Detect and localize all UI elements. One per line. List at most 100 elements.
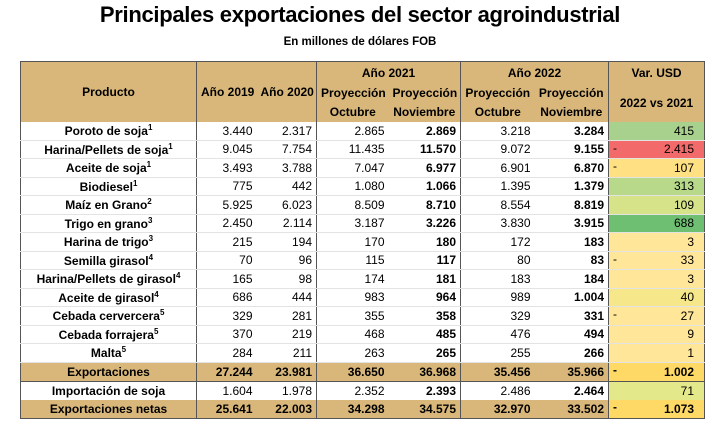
product-label: Trigo en grano xyxy=(64,216,148,231)
header-2021-nov-line2: Noviembre xyxy=(388,102,462,122)
header-2022-nov-line1: Proyección xyxy=(534,83,610,102)
table-row: Maíz en Grano2 5.925 6.023 8.509 8.710 8.554 8… xyxy=(20,195,705,215)
value-2022-oct: 172 xyxy=(460,232,535,252)
var-value: 313 xyxy=(674,179,695,194)
value-2021-nov: 8.710 xyxy=(388,195,462,215)
value-2021-nov: 117 xyxy=(388,251,462,270)
table-row: Biodiesel1 775 442 1.080 1.066 1.395 1.379 313 xyxy=(20,177,705,196)
product-label: Harina de trigo xyxy=(63,235,149,250)
value-2021-nov: 1.066 xyxy=(388,177,462,196)
footnote-marker: 5 xyxy=(153,326,159,336)
value-2022-nov: 183 xyxy=(534,232,610,252)
value-2022-nov: 83 xyxy=(534,251,610,270)
value-2021-oct: 34.298 xyxy=(316,399,389,418)
var-cell: - 1.073 xyxy=(608,399,705,418)
value-2022-nov: 9.155 xyxy=(534,140,610,159)
negative-sign: - xyxy=(613,251,618,266)
value-2021-oct: 170 xyxy=(316,232,389,252)
negative-sign: - xyxy=(613,307,618,321)
value-2019: 1.604 xyxy=(196,380,257,400)
value-2021-oct: 36.650 xyxy=(316,362,389,381)
table-row: Importación de soja 1.604 1.978 2.352 2.393 2… xyxy=(20,380,705,400)
product-name: Aceite de soja1 xyxy=(20,158,197,178)
var-cell: 3 xyxy=(608,232,705,252)
value-2021-nov: 6.977 xyxy=(388,158,462,178)
var-cell: 313 xyxy=(608,177,705,196)
value-2020: 6.023 xyxy=(256,195,317,215)
header-2019: Año 2019 xyxy=(196,61,257,122)
table-row: Aceite de girasol4 686 444 983 964 989 1.004 40 xyxy=(20,288,705,307)
table-row: Exportaciones netas 25.641 22.003 34.298 34.… xyxy=(20,399,705,418)
value-2022-oct: 3.830 xyxy=(460,214,535,233)
value-2019: 3.493 xyxy=(196,158,257,178)
header-var-line1: Var. USD xyxy=(608,61,705,83)
value-2022-oct: 9.072 xyxy=(460,140,535,159)
value-2019: 165 xyxy=(196,269,257,289)
negative-sign: - xyxy=(613,140,618,155)
footnote-marker: 5 xyxy=(121,345,127,355)
product-name: Harina de trigo3 xyxy=(20,232,197,252)
table-row: Cebada cervercera5 329 281 355 358 329 331-27 xyxy=(20,306,705,326)
negative-sign: - xyxy=(613,362,618,377)
value-2019: 686 xyxy=(196,288,257,307)
var-value: 1.002 xyxy=(664,364,695,379)
product-label: Semilla girasol xyxy=(63,253,149,268)
value-2019: 284 xyxy=(196,343,257,363)
var-value: 2.415 xyxy=(664,142,695,157)
value-2021-oct: 115 xyxy=(316,251,389,270)
value-2022-oct: 32.970 xyxy=(460,399,535,418)
product-name: Trigo en grano3 xyxy=(20,214,197,233)
value-2021-nov: 3.226 xyxy=(388,214,462,233)
header-2021-oct-line2: Octubre xyxy=(316,102,389,122)
table-row: Cebada forrajera5 370 219 468 485 476 494 9 xyxy=(20,325,705,344)
product-name: Cebada cervercera5 xyxy=(20,306,197,326)
value-2020: 3.788 xyxy=(256,158,317,178)
table-row: Semilla girasol4 70 96 115 117 80 83- 33 xyxy=(20,251,705,270)
value-2022-nov: 6.870 xyxy=(534,158,610,178)
header-2022-oct-line1: Proyección xyxy=(460,83,535,102)
product-name: Maíz en Grano2 xyxy=(20,195,197,215)
footnote-marker: 5 xyxy=(159,308,165,318)
var-cell: 415 xyxy=(608,122,705,141)
value-2022-nov: 8.819 xyxy=(534,195,610,215)
product-name: Harina/Pellets de girasol4 xyxy=(20,269,197,289)
value-2022-oct: 6.901 xyxy=(460,158,535,178)
value-2021-nov: 358 xyxy=(388,306,462,326)
value-2020: 7.754 xyxy=(256,140,317,159)
var-value: 33 xyxy=(680,253,695,268)
var-value: 9 xyxy=(687,327,695,342)
value-2020: 2.114 xyxy=(256,214,317,233)
value-2020: 211 xyxy=(256,343,317,363)
value-2019: 70 xyxy=(196,251,257,270)
product-label: Cebada forrajera xyxy=(58,327,154,342)
footnote-marker: 1 xyxy=(147,123,153,133)
var-value: 71 xyxy=(680,383,695,398)
value-2022-oct: 80 xyxy=(460,251,535,270)
table-row: Harina de trigo3 215 194 170 180 172 183 3 xyxy=(20,232,705,252)
value-2021-nov: 181 xyxy=(388,269,462,289)
var-value: 1 xyxy=(687,345,695,360)
value-2022-oct: 8.554 xyxy=(460,195,535,215)
value-2022-nov: 331 xyxy=(534,306,610,326)
product-label: Harina/Pellets de soja xyxy=(44,142,169,157)
var-cell: 1 xyxy=(608,343,705,363)
footnote-marker: 2 xyxy=(147,197,152,207)
var-cell: - 33 xyxy=(608,251,705,270)
value-2021-nov: 964 xyxy=(388,288,462,307)
value-2021-oct: 355 xyxy=(316,306,389,326)
footnote-marker: 4 xyxy=(148,252,154,262)
value-2021-oct: 2.865 xyxy=(316,122,389,141)
value-2022-oct: 476 xyxy=(460,325,535,344)
footnote-marker: 4 xyxy=(154,289,159,299)
product-name: Aceite de girasol4 xyxy=(20,288,197,307)
var-value: 27 xyxy=(680,308,695,323)
value-2021-nov: 265 xyxy=(388,343,462,363)
value-2021-oct: 7.047 xyxy=(316,158,389,178)
footnote-marker: 1 xyxy=(132,178,138,188)
value-2020: 96 xyxy=(256,251,317,270)
value-2022-oct: 1.395 xyxy=(460,177,535,196)
var-value: 415 xyxy=(674,123,695,138)
negative-sign: - xyxy=(613,399,618,414)
value-2019: 775 xyxy=(196,177,257,196)
